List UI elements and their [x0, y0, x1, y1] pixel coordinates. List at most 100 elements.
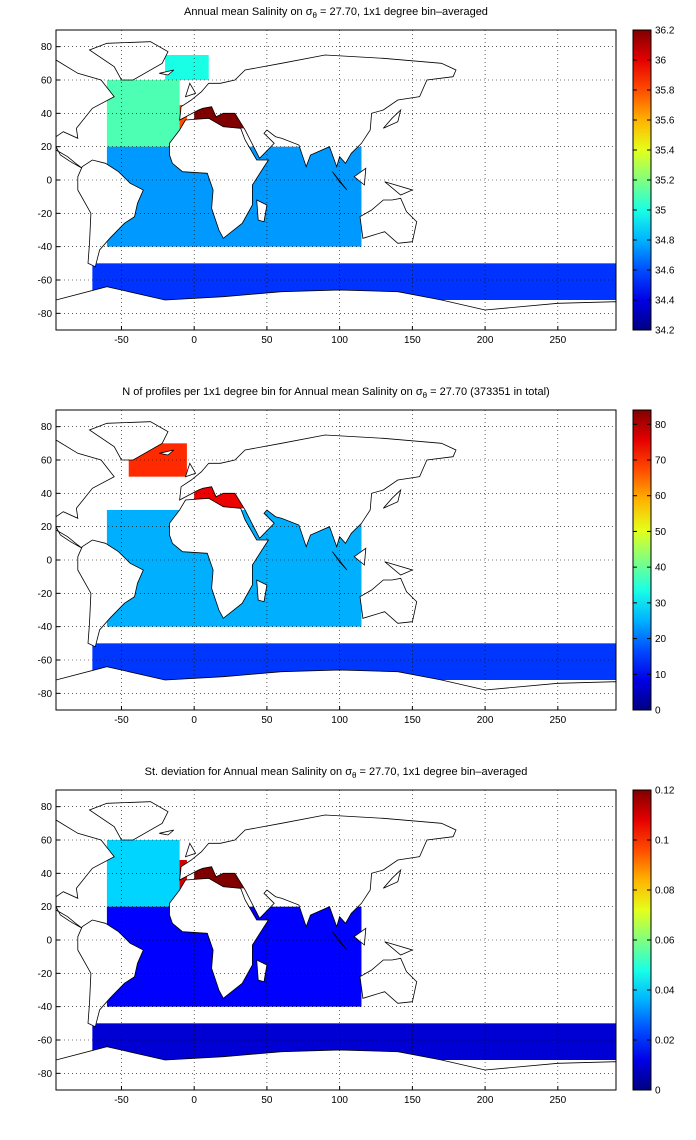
colorbar-tick-label: 34.8 — [655, 236, 675, 247]
y-tick-label: 20 — [41, 902, 53, 913]
colorbar-tick-label: 80 — [655, 420, 667, 431]
coastline — [353, 547, 367, 566]
x-tick-label: 100 — [331, 715, 348, 726]
coastline — [179, 54, 457, 168]
y-tick-label: 0 — [46, 176, 52, 187]
coastline — [169, 497, 270, 619]
colorbar-tick-label: 36 — [655, 56, 667, 67]
colorbar-tick-label: 35.2 — [655, 176, 675, 187]
colorbar-tick-label: 0 — [655, 1086, 661, 1097]
y-tick-label: 40 — [41, 869, 53, 880]
colorbar-tick-label: 35.8 — [655, 86, 675, 97]
coastline — [88, 801, 169, 841]
colorbar-tick-label: 30 — [655, 598, 667, 609]
colorbar-tick-label: 70 — [655, 456, 667, 467]
coastline — [169, 877, 270, 999]
y-tick-label: 0 — [46, 936, 52, 947]
coastline — [353, 927, 367, 946]
coastline — [256, 959, 268, 983]
coastline — [184, 842, 197, 858]
coastline — [332, 931, 348, 951]
colorbar — [632, 409, 652, 711]
y-tick-label: -80 — [38, 1069, 53, 1080]
coastline — [359, 197, 418, 244]
x-tick-label: -50 — [114, 335, 129, 346]
coastline — [256, 199, 268, 223]
x-tick-label: 0 — [191, 1095, 197, 1106]
y-tick-label: 40 — [41, 109, 53, 120]
coastline — [77, 919, 144, 1028]
y-tick-label: -80 — [38, 689, 53, 700]
x-tick-label: 100 — [331, 1095, 348, 1106]
x-tick-label: 50 — [261, 715, 273, 726]
x-tick-label: 150 — [404, 335, 421, 346]
y-tick-label: -20 — [38, 209, 53, 220]
std-deviation-map: -50 0 50 100 150 200 250806040200-20-40-60-800… — [38, 786, 675, 1107]
x-tick-label: 150 — [404, 715, 421, 726]
colorbar-tick-label: 35.6 — [655, 116, 675, 127]
colorbar-tick-label: 0 — [655, 706, 661, 717]
coastline — [159, 449, 175, 456]
colorbar-tick-label: 36.2 — [655, 26, 675, 37]
salinity-map: -50 0 50 100 150 200 250806040200-20-40-60-803… — [38, 26, 675, 347]
chart-title: N of profiles per 1x1 degree bin for Ann… — [122, 386, 550, 401]
coastline — [382, 108, 402, 129]
colorbar-tick-label: 60 — [655, 491, 667, 502]
x-tick-label: 250 — [549, 335, 566, 346]
x-tick-label: 250 — [549, 715, 566, 726]
coastline — [159, 69, 175, 76]
coastline — [256, 579, 268, 603]
x-tick-label: -50 — [114, 715, 129, 726]
coastline — [332, 551, 348, 571]
colorbar-tick-label: 0.02 — [655, 1036, 675, 1047]
data-region — [106, 840, 180, 907]
y-tick-label: -60 — [38, 1036, 53, 1047]
y-tick-label: 80 — [41, 802, 53, 813]
x-tick-label: 50 — [261, 1095, 273, 1106]
y-tick-label: 60 — [41, 836, 53, 847]
coastline — [359, 577, 418, 624]
colorbar-tick-label: 0.06 — [655, 936, 675, 947]
x-tick-label: 200 — [477, 1095, 494, 1106]
y-tick-label: -40 — [38, 242, 53, 253]
profile-count-panel: N of profiles per 1x1 degree bin for Ann… — [0, 380, 696, 760]
coastline — [184, 82, 197, 98]
colorbar-tick-label: 0.1 — [655, 836, 669, 847]
y-tick-label: 80 — [41, 42, 53, 53]
colorbar-tick-label: 34.4 — [655, 296, 675, 307]
profile-count-map: -50 0 50 100 150 200 250806040200-20-40-60-800… — [38, 409, 667, 726]
colorbar-tick-label: 35 — [655, 206, 667, 217]
coastline — [88, 421, 169, 461]
y-tick-label: -20 — [38, 589, 53, 600]
x-tick-label: 50 — [261, 335, 273, 346]
coastline — [332, 171, 348, 191]
salinity-panel: Annual mean Salinity on σθ = 27.70, 1x1 … — [0, 0, 696, 380]
y-tick-label: 60 — [41, 456, 53, 467]
coastline — [382, 488, 402, 509]
coastline — [179, 814, 457, 928]
chart-title: St. deviation for Annual mean Salinity o… — [144, 766, 528, 781]
colorbar-tick-label: 20 — [655, 634, 667, 645]
coastline — [384, 941, 414, 956]
y-tick-label: 20 — [41, 142, 53, 153]
x-tick-label: 150 — [404, 1095, 421, 1106]
colorbar-tick-label: 34.6 — [655, 266, 675, 277]
colorbar-tick-label: 40 — [655, 563, 667, 574]
coastline — [384, 561, 414, 576]
colorbar-tick-label: 34.2 — [655, 326, 675, 337]
x-tick-label: 0 — [191, 715, 197, 726]
y-tick-label: 0 — [46, 556, 52, 567]
y-tick-label: 80 — [41, 422, 53, 433]
colorbar-tick-label: 0.04 — [655, 986, 675, 997]
colorbar-tick-label: 50 — [655, 527, 667, 538]
x-tick-label: 0 — [191, 335, 197, 346]
y-tick-label: 60 — [41, 76, 53, 87]
coastline — [353, 167, 367, 186]
x-tick-label: -50 — [114, 1095, 129, 1106]
x-tick-label: 100 — [331, 335, 348, 346]
y-tick-label: -20 — [38, 969, 53, 980]
colorbar-tick-label: 35.4 — [655, 146, 675, 157]
y-tick-label: 20 — [41, 522, 53, 533]
colorbar-tick-label: 0.12 — [655, 786, 675, 797]
x-tick-label: 200 — [477, 335, 494, 346]
